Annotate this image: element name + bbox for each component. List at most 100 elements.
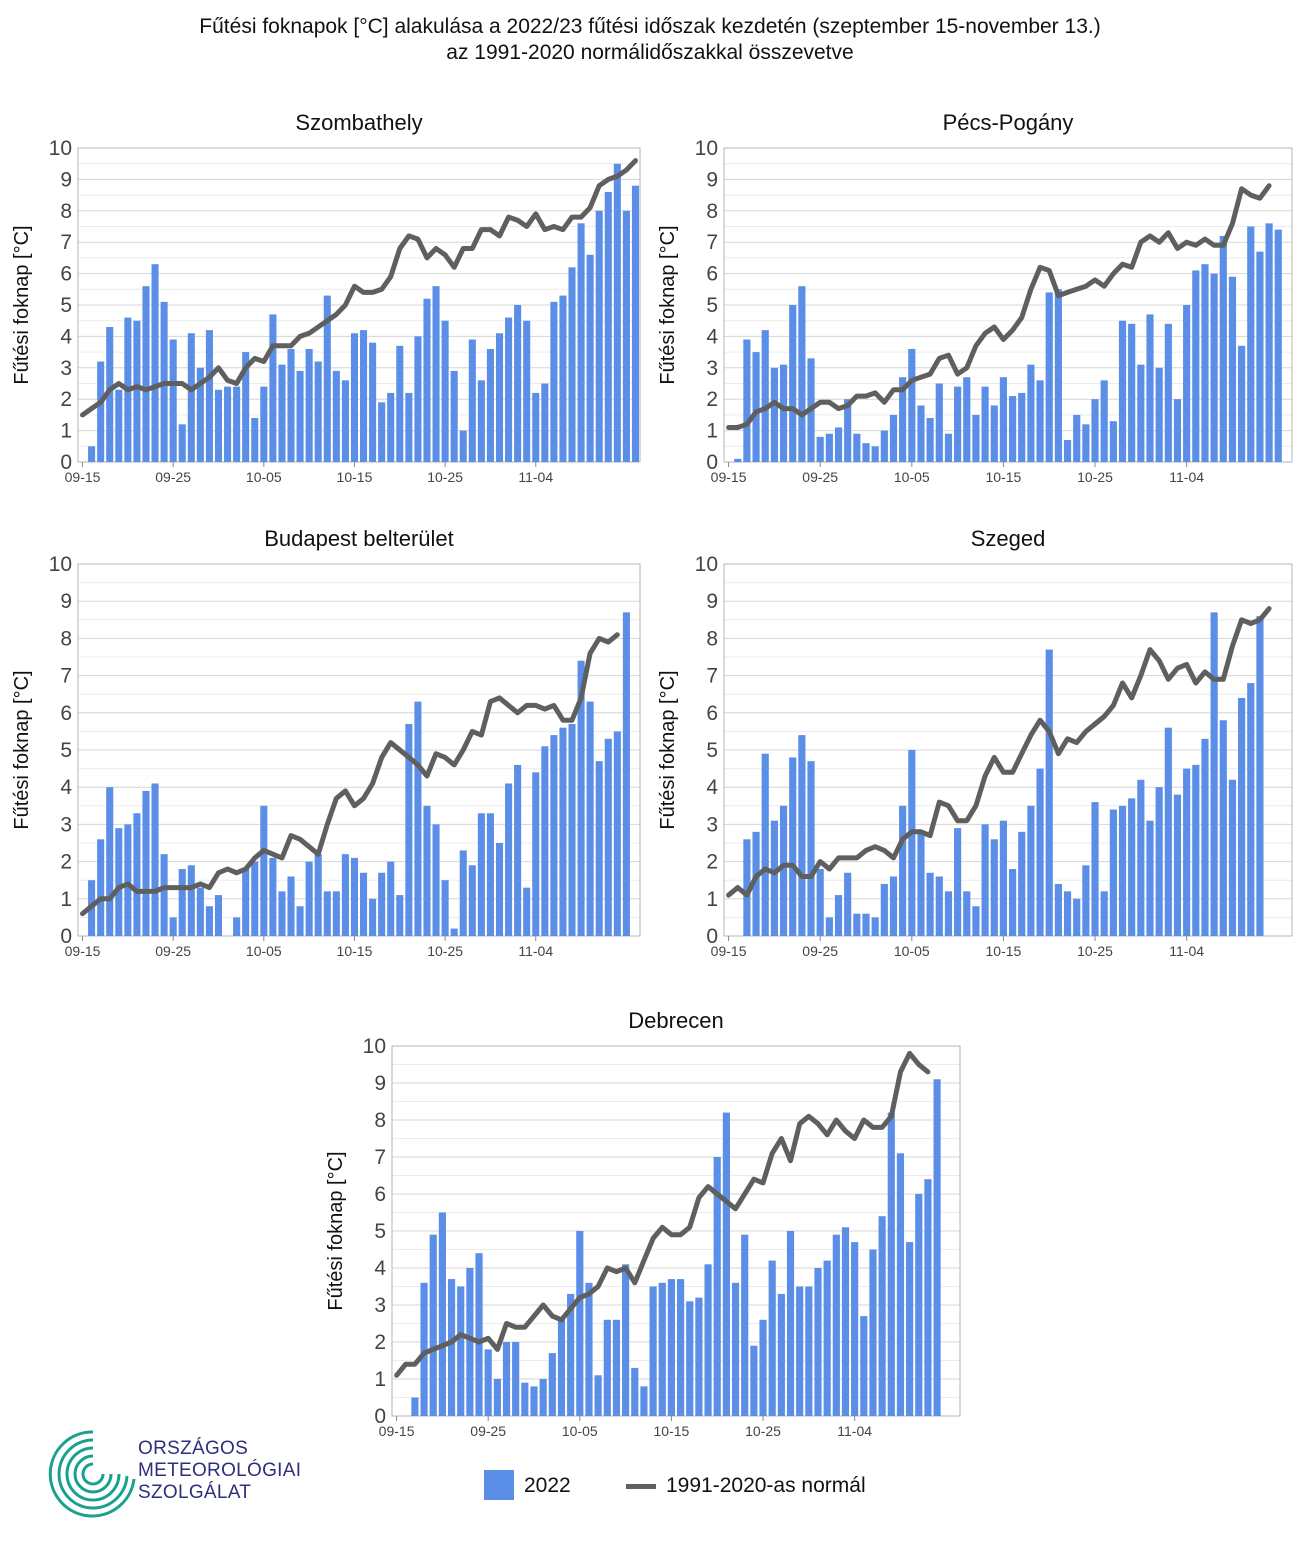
bar [853,433,861,462]
bar [761,753,769,936]
chart-svg: Szeged 0 1 2 3 4 5 6 7 8 9 10 Fűtési foknap [°C] 09-1… [657,526,1293,959]
bar [205,330,213,462]
bar [1137,779,1145,936]
bar [1210,273,1218,462]
y-tick-label: 8 [60,627,72,650]
bar [1256,616,1264,936]
bar [889,414,898,462]
bar [557,1319,566,1416]
plot-border [391,1045,961,1417]
bar [878,1216,886,1416]
bar [1238,345,1246,462]
y-tick-label: 0 [706,451,718,474]
bar [752,831,760,936]
bar [1045,649,1053,936]
bar [1118,805,1127,936]
bar [944,433,953,462]
bar [1018,392,1026,462]
bar [825,433,833,462]
bar [963,377,971,462]
chart-title: Pécs-Pogány [943,110,1074,135]
bar [1100,380,1108,462]
bar [169,917,177,936]
bar [378,402,386,462]
bar [924,1179,932,1416]
bar [369,898,377,936]
y-tick-label: 5 [706,739,718,762]
y-tick-label: 4 [706,776,718,799]
bar [160,854,168,936]
bar [908,750,916,936]
bar [486,348,494,462]
x-tick-label: 10-05 [246,943,282,959]
bar [981,386,989,462]
bar [722,1112,730,1416]
bar [814,1268,822,1416]
bar [477,813,485,936]
bar [759,1319,767,1416]
y-tick-label: 9 [374,1072,386,1095]
chart-svg: Pécs-Pogány 0 1 2 3 4 5 6 7 8 9 10 Fűtési foknap [°C… [657,110,1293,485]
bar [1109,809,1117,936]
y-tick-label: 2 [374,1331,386,1354]
bar [457,1286,465,1416]
x-tick-label: 10-05 [246,469,282,485]
bar [887,1112,895,1416]
bar [1164,323,1172,462]
bar [731,1282,740,1416]
bar [851,1242,859,1416]
bar [622,210,630,462]
bar [807,761,815,936]
x-tick-label: 09-25 [155,943,191,959]
bar [1155,367,1163,462]
y-tick-label: 1 [60,420,72,443]
bar [287,348,295,462]
y-tick-label: 10 [695,137,718,160]
bar [770,820,778,936]
bar [178,869,186,936]
y-tick-label: 0 [60,925,72,948]
bar [704,1264,712,1416]
bar [341,380,349,462]
bar [115,828,123,936]
x-tick-label: 10-05 [894,469,930,485]
bar [926,872,934,936]
x-tick-label: 11-04 [1169,469,1204,485]
bar [667,1279,675,1416]
bar [613,163,621,462]
y-tick-label: 10 [695,553,718,576]
bar [169,339,177,462]
bar [450,370,458,462]
y-tick-label: 0 [60,451,72,474]
bar [1173,794,1182,936]
y-tick-label: 7 [706,665,718,688]
bar [622,612,630,936]
chart-title: Szombathely [295,110,422,135]
x-tick-label: 11-04 [518,469,553,485]
bar [438,1212,446,1416]
x-tick-label: 09-25 [155,469,191,485]
bar [429,1234,437,1416]
bar [917,405,925,462]
y-tick-label: 9 [706,168,718,191]
bar [999,820,1007,936]
bar [595,210,603,462]
y-tick-label: 0 [706,925,718,948]
bar [805,1286,813,1416]
bar [88,446,96,462]
normal-series-line [80,632,620,917]
bar [1045,292,1053,462]
y-tick-label: 7 [374,1146,386,1169]
y-tick-label: 5 [374,1220,386,1243]
bar [981,824,989,936]
bar [447,1279,456,1416]
bar [798,286,806,462]
bar [296,370,304,462]
normal-series-line [80,158,638,418]
bar [1073,898,1081,936]
bar [539,1379,547,1416]
bar [441,880,449,936]
y-tick-label: 6 [706,702,718,725]
bar [734,458,742,462]
bar [484,1349,492,1416]
